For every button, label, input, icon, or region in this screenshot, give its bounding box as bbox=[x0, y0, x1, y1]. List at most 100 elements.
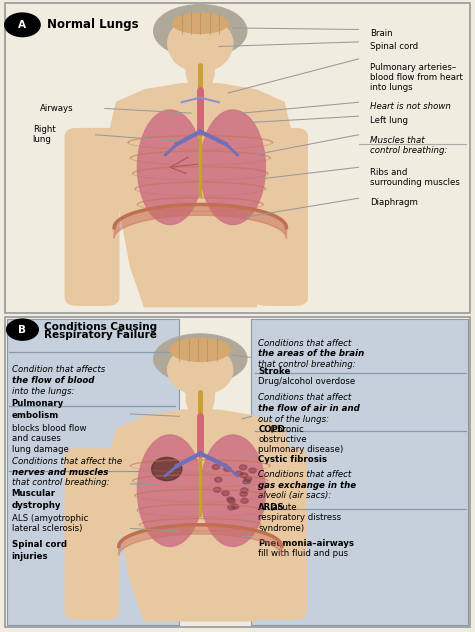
Text: Respiratory Failure: Respiratory Failure bbox=[44, 330, 157, 339]
Ellipse shape bbox=[170, 338, 230, 362]
Polygon shape bbox=[107, 410, 294, 621]
Text: COPD: COPD bbox=[258, 425, 285, 434]
Text: pulmonary disease): pulmonary disease) bbox=[258, 445, 344, 454]
Ellipse shape bbox=[170, 28, 230, 71]
Text: gas exchange in the: gas exchange in the bbox=[258, 481, 357, 490]
Ellipse shape bbox=[168, 17, 233, 70]
Circle shape bbox=[222, 490, 229, 495]
Ellipse shape bbox=[168, 345, 233, 394]
Polygon shape bbox=[119, 525, 282, 556]
Text: COPD (chronic: COPD (chronic bbox=[258, 425, 321, 434]
Polygon shape bbox=[114, 205, 286, 238]
Polygon shape bbox=[186, 392, 214, 416]
Text: Diaphragm: Diaphragm bbox=[370, 198, 418, 207]
Text: the areas of the brain: the areas of the brain bbox=[258, 349, 365, 358]
Text: (chronic: (chronic bbox=[269, 425, 304, 434]
Ellipse shape bbox=[137, 110, 202, 224]
Text: and causes: and causes bbox=[12, 434, 61, 443]
Circle shape bbox=[249, 468, 256, 473]
Text: Right
lung: Right lung bbox=[33, 125, 56, 145]
Circle shape bbox=[243, 480, 250, 484]
Text: out of the lungs:: out of the lungs: bbox=[258, 415, 330, 423]
Text: lateral sclerosis): lateral sclerosis) bbox=[12, 524, 82, 533]
Text: Left lung: Left lung bbox=[370, 116, 408, 125]
Ellipse shape bbox=[137, 435, 202, 547]
Text: Spinal cord: Spinal cord bbox=[370, 42, 418, 51]
Text: embolism: embolism bbox=[12, 411, 59, 420]
Text: Muscles that
control breathing:: Muscles that control breathing: bbox=[370, 136, 447, 155]
FancyBboxPatch shape bbox=[5, 317, 470, 627]
Circle shape bbox=[241, 488, 248, 493]
Text: (acute: (acute bbox=[269, 503, 297, 512]
Circle shape bbox=[212, 465, 219, 470]
Circle shape bbox=[228, 499, 235, 504]
FancyBboxPatch shape bbox=[65, 449, 119, 619]
Ellipse shape bbox=[200, 110, 266, 224]
Text: nerves and muscles: nerves and muscles bbox=[12, 468, 108, 477]
Text: Conditions that affect: Conditions that affect bbox=[258, 394, 352, 403]
Text: Pneumonia–airways: Pneumonia–airways bbox=[258, 539, 354, 548]
Text: that control breathing:: that control breathing: bbox=[258, 360, 356, 369]
Ellipse shape bbox=[154, 334, 247, 384]
Text: syndrome): syndrome) bbox=[258, 523, 304, 533]
Text: Brain: Brain bbox=[370, 30, 393, 39]
Circle shape bbox=[227, 497, 234, 502]
Text: ALS (amyotrophic: ALS (amyotrophic bbox=[12, 514, 88, 523]
Text: injuries: injuries bbox=[12, 552, 48, 561]
Circle shape bbox=[241, 499, 248, 503]
Circle shape bbox=[214, 487, 221, 492]
Ellipse shape bbox=[200, 435, 266, 547]
Circle shape bbox=[240, 492, 247, 496]
Text: Conditions that affect: Conditions that affect bbox=[258, 470, 352, 479]
Circle shape bbox=[239, 465, 247, 470]
Text: alveoli (air sacs):: alveoli (air sacs): bbox=[258, 491, 332, 501]
Text: dystrophy: dystrophy bbox=[12, 501, 61, 510]
Text: Heart is not shown: Heart is not shown bbox=[370, 102, 451, 111]
Ellipse shape bbox=[170, 352, 230, 394]
Text: Conditions that affect the: Conditions that affect the bbox=[12, 457, 122, 466]
Circle shape bbox=[224, 466, 231, 471]
Text: Conditions that affect: Conditions that affect bbox=[258, 339, 352, 348]
Text: Spinal cord: Spinal cord bbox=[12, 540, 66, 549]
Text: Conditions Causing: Conditions Causing bbox=[44, 322, 157, 332]
Text: Stroke: Stroke bbox=[258, 367, 291, 376]
Text: fill with fluid and pus: fill with fluid and pus bbox=[258, 549, 349, 558]
Circle shape bbox=[240, 473, 247, 478]
Circle shape bbox=[5, 13, 40, 37]
Text: Airways: Airways bbox=[40, 104, 73, 113]
Text: Muscular: Muscular bbox=[12, 489, 56, 499]
FancyBboxPatch shape bbox=[251, 319, 468, 626]
Text: respiratory distress: respiratory distress bbox=[258, 513, 342, 522]
Text: lung damage: lung damage bbox=[12, 444, 68, 454]
Circle shape bbox=[228, 505, 235, 510]
Polygon shape bbox=[107, 83, 294, 307]
Text: Cystic fibrosis: Cystic fibrosis bbox=[258, 455, 327, 464]
Text: ARDS: ARDS bbox=[258, 503, 285, 512]
Ellipse shape bbox=[152, 458, 182, 480]
Text: that control breathing:: that control breathing: bbox=[12, 478, 109, 487]
FancyBboxPatch shape bbox=[253, 449, 306, 619]
FancyBboxPatch shape bbox=[5, 3, 470, 313]
Text: Pulmonary arteries–
blood flow from heart
into lungs: Pulmonary arteries– blood flow from hear… bbox=[370, 63, 463, 92]
Text: Drug/alcohol overdose: Drug/alcohol overdose bbox=[258, 377, 356, 386]
Circle shape bbox=[235, 471, 243, 476]
Text: Normal Lungs: Normal Lungs bbox=[47, 18, 138, 32]
Text: B: B bbox=[19, 325, 27, 335]
Circle shape bbox=[231, 504, 239, 509]
FancyBboxPatch shape bbox=[7, 319, 180, 626]
FancyBboxPatch shape bbox=[65, 128, 119, 305]
Text: Condition that affects: Condition that affects bbox=[12, 365, 105, 374]
Text: ARDS (acute: ARDS (acute bbox=[258, 503, 313, 512]
Polygon shape bbox=[186, 65, 214, 90]
Circle shape bbox=[215, 477, 222, 482]
Ellipse shape bbox=[154, 4, 247, 58]
FancyBboxPatch shape bbox=[254, 128, 307, 305]
Circle shape bbox=[244, 477, 252, 482]
Ellipse shape bbox=[172, 13, 228, 33]
Text: into the lungs:: into the lungs: bbox=[12, 387, 74, 396]
Text: Pulmonary: Pulmonary bbox=[12, 399, 64, 408]
Circle shape bbox=[7, 319, 38, 340]
Text: the flow of air in and: the flow of air in and bbox=[258, 404, 360, 413]
Text: the flow of blood: the flow of blood bbox=[12, 376, 94, 385]
Text: obstructive: obstructive bbox=[258, 435, 307, 444]
